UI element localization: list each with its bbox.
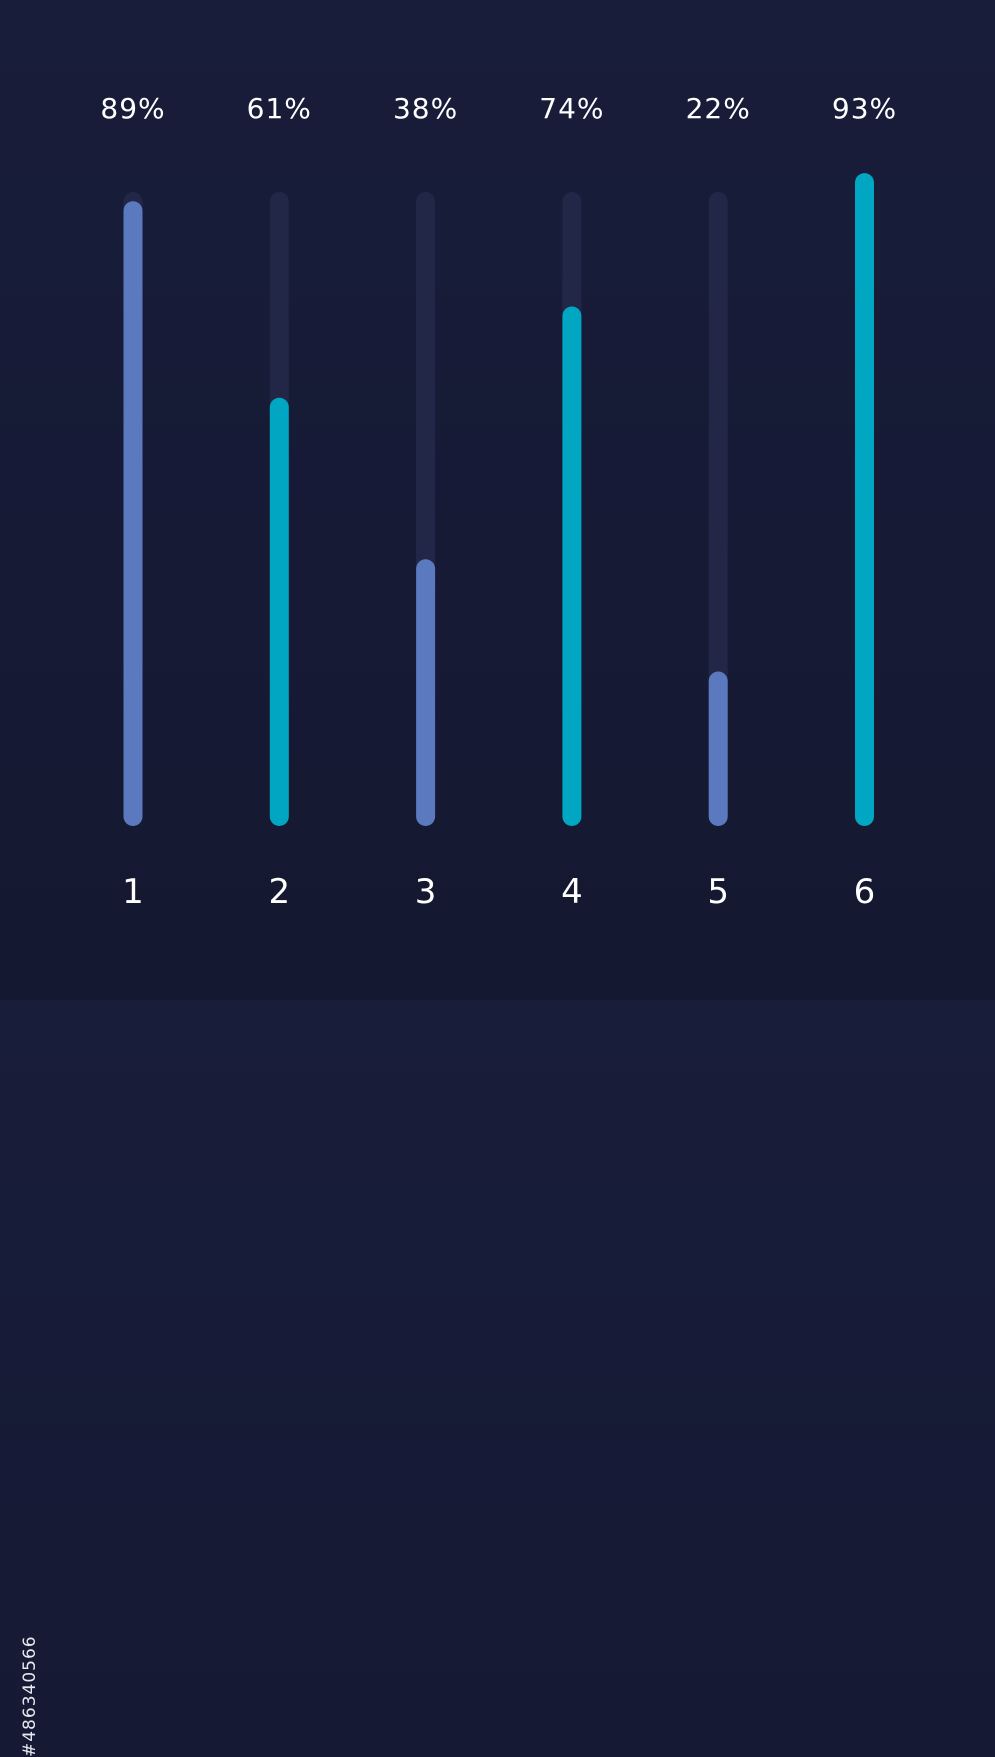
value-label: 22% (686, 92, 751, 125)
bar-chart: 89% 1 61% 2 38% 3 74% 4 22% 5 93% 6 (100, 92, 897, 912)
category-label: 6 (854, 872, 876, 912)
category-label: 2 (268, 872, 290, 912)
stock-id-text: #486340566 (20, 1635, 40, 1757)
stock-id-watermark: #486340566 (12, 757, 40, 1757)
category-label: 5 (707, 872, 729, 912)
value-label: 93% (832, 92, 897, 125)
bar (269, 397, 289, 826)
value-label: 89% (100, 92, 165, 125)
value-label: 74% (539, 92, 604, 125)
bar (855, 173, 874, 826)
bar (562, 306, 582, 826)
value-label: 38% (393, 92, 458, 125)
category-label: 4 (561, 872, 583, 912)
bar (123, 201, 143, 827)
category-label: 1 (122, 872, 144, 912)
bar (708, 671, 728, 826)
bar-track (708, 192, 728, 826)
bar (416, 559, 436, 826)
category-label: 3 (415, 872, 437, 912)
value-label: 61% (247, 92, 312, 125)
